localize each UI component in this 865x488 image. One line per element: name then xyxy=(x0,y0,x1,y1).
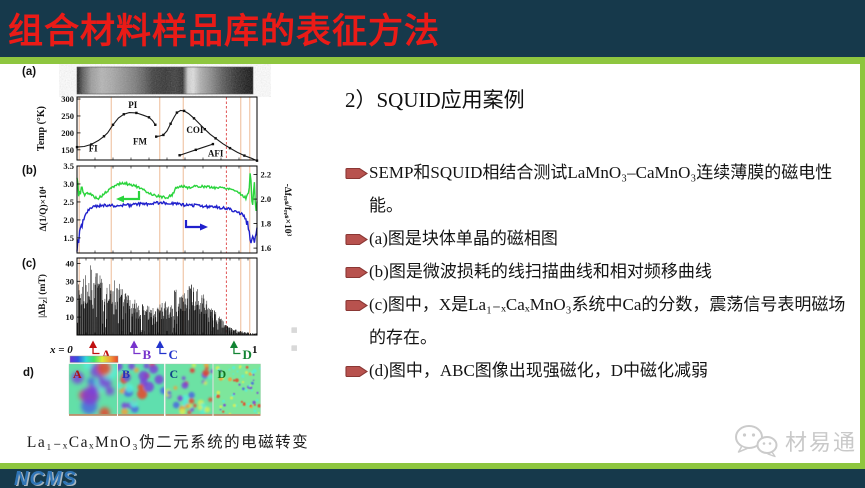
bullet-text: (a)图是块体单晶的磁相图 xyxy=(369,229,558,248)
svg-text:A: A xyxy=(73,367,82,381)
footer-divider xyxy=(0,463,865,469)
svg-text:Δ(1/Q)×10⁴: Δ(1/Q)×10⁴ xyxy=(38,186,49,231)
svg-text:150: 150 xyxy=(61,145,74,155)
svg-text:2.0: 2.0 xyxy=(63,215,74,225)
svg-text:2.0: 2.0 xyxy=(261,194,272,204)
arrow-bullet-icon xyxy=(345,365,369,383)
svg-text:1.5: 1.5 xyxy=(63,233,74,243)
svg-text:2.5: 2.5 xyxy=(63,197,74,207)
svg-text:10: 10 xyxy=(66,312,75,322)
svg-text:B: B xyxy=(122,367,130,381)
ncms-logo: NCMS xyxy=(14,468,77,488)
svg-text:3.0: 3.0 xyxy=(63,179,74,189)
svg-text:FM: FM xyxy=(133,136,147,146)
svg-text:x = 0: x = 0 xyxy=(49,344,73,356)
bullet-text: (c)图中，X是La₁₋ₓCaₓMnO₃系统中Ca的分数，震荡信号表明磁场的存在… xyxy=(369,295,846,347)
svg-text:A: A xyxy=(102,347,112,362)
arrow-bullet-icon xyxy=(345,233,369,251)
figure-caption: La₁₋ₓCaₓMnO₃伪二元系统的电磁转变 xyxy=(26,434,310,451)
svg-text:200: 200 xyxy=(61,128,74,138)
watermark-label: 材易通 xyxy=(784,430,857,455)
header-divider xyxy=(0,57,865,64)
slide-title: 组合材料样品库的表征方法 xyxy=(8,12,441,51)
svg-text:C: C xyxy=(170,367,179,381)
wechat-icon xyxy=(734,425,778,458)
bullet-item: SEMP和SQUID相结合测试LaMnO₃–CaMnO₃连续薄膜的磁电性能。 xyxy=(345,156,853,222)
arrow-bullet-icon xyxy=(345,299,369,317)
arrow-bullet-icon xyxy=(345,167,369,185)
section-heading: 2）SQUID应用案例 xyxy=(345,88,525,112)
bullet-item: (a)图是块体单晶的磁相图 xyxy=(345,222,853,255)
slide-header: 组合材料样品库的表征方法 xyxy=(0,0,865,57)
squid-figure-chart: 150 200 250 300 FI PI FM COI AFI Temp (°K) 1.5 2.0 2… xyxy=(22,66,292,416)
svg-text:D: D xyxy=(218,367,227,381)
svg-text:(b): (b) xyxy=(22,165,37,177)
svg-text:COI: COI xyxy=(186,125,204,135)
svg-text:AFI: AFI xyxy=(208,148,224,158)
bullet-item: (d)图中，ABC图像出现强磁化，D中磁化减弱 xyxy=(345,354,853,387)
svg-text:Temp (°K): Temp (°K) xyxy=(36,106,47,151)
arrow-bullet-icon xyxy=(345,266,369,284)
svg-text:PI: PI xyxy=(128,100,137,110)
svg-text:(a): (a) xyxy=(22,66,36,78)
watermark: 材易通 xyxy=(733,424,857,458)
svg-text:30: 30 xyxy=(66,276,75,286)
svg-text:250: 250 xyxy=(61,111,74,121)
svg-text:3.5: 3.5 xyxy=(63,161,74,171)
svg-text:20: 20 xyxy=(66,294,75,304)
bullet-item: (c)图中，X是La₁₋ₓCaₓMnO₃系统中Ca的分数，震荡信号表明磁场的存在… xyxy=(345,288,853,354)
svg-text:40: 40 xyxy=(66,258,75,268)
svg-text:1.8: 1.8 xyxy=(261,219,272,229)
svg-text:-Δfᵣₑₛ/fᵣₑₛ×10³: -Δfᵣₑₛ/fᵣₑₛ×10³ xyxy=(282,184,292,237)
bullet-text: (d)图中，ABC图像出现强磁化，D中磁化减弱 xyxy=(369,361,709,380)
figure-panel: 150 200 250 300 FI PI FM COI AFI Temp (°K) 1.5 2.0 2… xyxy=(14,64,326,462)
bullet-list: SEMP和SQUID相结合测试LaMnO₃–CaMnO₃连续薄膜的磁电性能。 (… xyxy=(345,156,853,387)
right-edge-accent xyxy=(860,64,865,463)
svg-text:(c): (c) xyxy=(22,258,36,270)
svg-text:d): d) xyxy=(23,367,34,379)
bullet-text: SEMP和SQUID相结合测试LaMnO₃–CaMnO₃连续薄膜的磁电性能。 xyxy=(369,163,833,215)
faint-artifact: ▦ xyxy=(291,326,298,334)
svg-text:FI: FI xyxy=(89,144,98,154)
bullet-item: (b)图是微波损耗的线扫描曲线和相对频移曲线 xyxy=(345,255,853,288)
svg-text:B: B xyxy=(143,347,152,362)
svg-text:1.6: 1.6 xyxy=(261,243,272,253)
text-panel: 2）SQUID应用案例 SEMP和SQUID相结合测试LaMnO₃–CaMnO₃… xyxy=(345,84,853,387)
svg-text:2.2: 2.2 xyxy=(261,170,272,180)
svg-text:C: C xyxy=(168,347,177,362)
slide-footer xyxy=(0,469,865,488)
bullet-text: (b)图是微波损耗的线扫描曲线和相对频移曲线 xyxy=(369,262,712,281)
faint-artifact: ▦ xyxy=(291,344,298,352)
svg-text:300: 300 xyxy=(61,94,74,104)
svg-text:D: D xyxy=(242,347,251,362)
svg-text:|ΔBZ| (mT): |ΔBZ| (mT) xyxy=(37,274,49,318)
svg-text:1: 1 xyxy=(252,344,258,356)
